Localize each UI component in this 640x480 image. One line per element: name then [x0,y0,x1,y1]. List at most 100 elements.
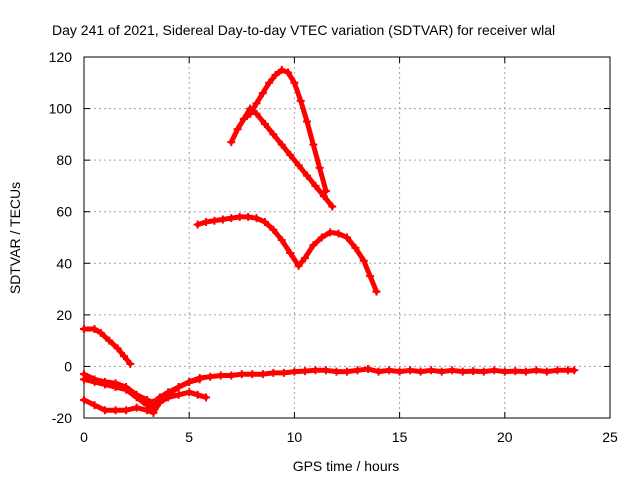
data-point [258,89,267,98]
x-axis-label: GPS time / hours [293,458,400,474]
data-point [321,366,330,375]
x-tick-label: 0 [80,429,88,445]
data-point [233,125,242,134]
data-point [96,328,105,337]
data-point [80,325,88,334]
y-tick-label: -20 [52,410,72,426]
data-point [227,214,236,223]
y-tick-label: 80 [56,152,72,168]
data-point [359,256,368,265]
data-point [218,215,227,224]
data-point [332,367,341,376]
data-point [427,366,436,375]
data-point [80,395,88,404]
plot-frame [83,56,611,419]
axis-ticks: 0 5 10 15 20 25 -20 0 20 40 60 80 100 120 [49,49,618,445]
data-point [343,233,351,242]
data-point [353,366,362,375]
x-tick-label: 5 [185,429,193,445]
data-point [279,368,288,377]
data-point [303,117,312,126]
data-point [372,287,381,296]
data-point [111,383,120,392]
data-point [210,216,219,225]
data-point [521,367,530,376]
data-point [244,212,253,221]
data-point [195,375,204,384]
data-point [511,367,520,376]
x-tick-label: 25 [602,429,618,445]
data-point [290,78,299,87]
y-tick-label: 100 [49,101,73,117]
data-point [122,385,131,394]
data-point [284,68,293,77]
data-point [227,371,236,380]
data-point [101,406,110,415]
data-point [309,140,318,149]
data-point [328,202,337,211]
data-point [406,366,415,375]
data-point [227,138,236,147]
data-point [193,390,202,399]
data-point [303,171,312,180]
data-point [90,401,99,410]
data-point [237,370,246,379]
series-line [195,214,379,295]
series-arc-4 [80,325,135,368]
data-point [164,390,173,399]
data-point [309,241,318,250]
data-point [277,236,286,245]
data-point [185,388,194,397]
data-point [286,150,295,159]
series-line [228,67,329,194]
chart-title: Day 241 of 2021, Sidereal Day-to-day VTE… [52,22,555,38]
data-point [294,261,303,270]
data-point [437,367,446,376]
data-point [542,367,551,376]
data-point [300,254,309,263]
series-arc-2 [239,104,337,211]
data-point [294,161,303,170]
data-point [111,406,120,415]
data-point [113,344,122,353]
data-point [269,130,278,139]
data-point [269,368,278,377]
series-arc-3 [193,212,381,296]
data-point [271,71,280,80]
x-tick-label: 10 [287,429,303,445]
data-point [416,367,425,376]
y-tick-label: 20 [56,307,72,323]
data-point [185,377,194,386]
data-point [132,393,141,402]
data-point [311,366,320,375]
data-point [269,225,278,234]
x-tick-label: 15 [392,429,408,445]
data-point [206,372,215,381]
series-arc-1 [227,65,330,196]
data-point [300,367,309,376]
data-point [252,214,261,223]
data-point [385,366,394,375]
data-point [101,380,110,389]
data-point [126,359,135,368]
data-point [80,375,88,384]
data-point [119,352,128,361]
data-point [239,114,248,123]
data-point [252,109,261,118]
data-point [296,96,305,105]
data-point [490,366,499,375]
data-point [122,406,131,415]
data-point [260,120,269,129]
data-point [326,228,335,237]
series-arc-5 [80,365,579,407]
data-point [277,140,286,149]
data-point [132,403,141,412]
data-point [248,370,257,379]
data-point [265,78,274,87]
data-point [351,243,360,252]
data-point [258,370,267,379]
data-point [174,383,183,392]
data-point [143,406,152,415]
data-point [469,367,478,376]
